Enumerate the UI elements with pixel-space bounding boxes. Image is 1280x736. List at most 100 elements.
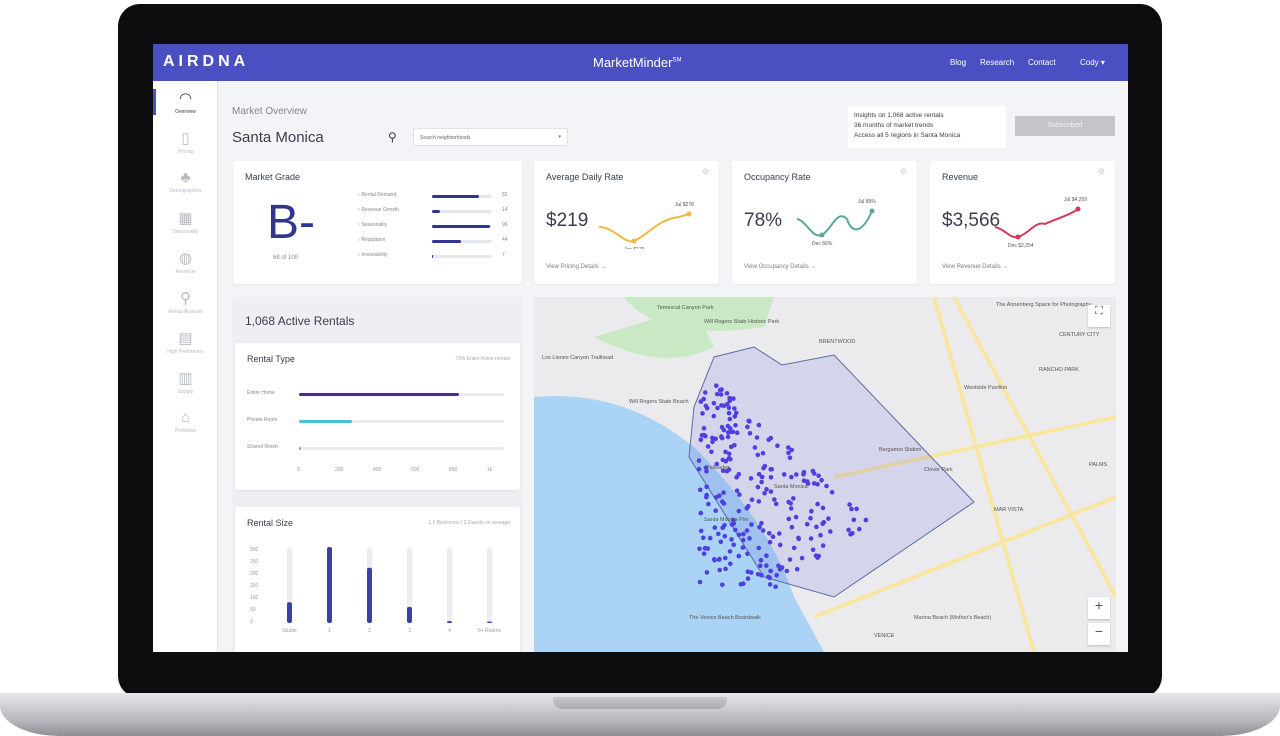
rental-dot[interactable]	[734, 488, 740, 493]
rental-dot[interactable]	[713, 508, 718, 513]
rental-dot[interactable]	[768, 475, 774, 480]
rental-dot[interactable]	[756, 545, 762, 551]
rental-dot[interactable]	[734, 410, 739, 416]
sidebar-item-revenue[interactable]: ◍ Revenue	[153, 249, 218, 275]
rental-dot[interactable]	[801, 478, 807, 483]
rental-dot[interactable]	[729, 537, 734, 542]
rental-dot[interactable]	[755, 572, 761, 577]
rental-dot[interactable]	[811, 481, 817, 486]
rental-dot[interactable]	[734, 430, 740, 435]
rental-dot[interactable]	[700, 411, 705, 416]
rental-dot[interactable]	[759, 520, 764, 526]
sidebar-item-rental-analysis[interactable]: ⚲ Rental Analysis	[153, 289, 218, 315]
rental-dot[interactable]	[851, 517, 857, 523]
nav-contact[interactable]: Contact	[1028, 58, 1056, 67]
rental-dot[interactable]	[703, 390, 708, 395]
rental-dot[interactable]	[717, 567, 722, 573]
rental-dot[interactable]	[770, 534, 776, 539]
rental-dot[interactable]	[758, 558, 764, 563]
rental-dot[interactable]	[720, 582, 725, 588]
rental-dot[interactable]	[810, 547, 816, 553]
rental-dot[interactable]	[791, 496, 796, 501]
rental-dot[interactable]	[714, 383, 719, 388]
rental-dot[interactable]	[768, 435, 774, 441]
rental-dot[interactable]	[721, 427, 727, 433]
rental-dot[interactable]	[710, 435, 715, 441]
rental-dot[interactable]	[767, 539, 773, 545]
rental-dot[interactable]	[731, 521, 737, 526]
rental-dot[interactable]	[726, 405, 732, 410]
rental-dot[interactable]	[698, 487, 703, 493]
rental-dot[interactable]	[698, 399, 704, 404]
rental-dot[interactable]	[777, 531, 782, 536]
rental-dot[interactable]	[726, 451, 732, 457]
logo[interactable]: AIRDNA	[163, 53, 250, 70]
rental-dot[interactable]	[716, 557, 722, 562]
rental-dot[interactable]	[810, 468, 816, 474]
rental-dot[interactable]	[722, 533, 728, 539]
rental-dot[interactable]	[849, 506, 854, 512]
rental-dot[interactable]	[732, 442, 737, 448]
rental-dot[interactable]	[760, 450, 766, 456]
rental-dot[interactable]	[788, 501, 793, 506]
rental-dot[interactable]	[749, 522, 754, 527]
rental-dot[interactable]	[791, 545, 797, 551]
search-icon[interactable]: ⚲	[388, 130, 397, 144]
rental-dot[interactable]	[718, 539, 724, 545]
user-menu[interactable]: Cody ▾	[1080, 58, 1105, 67]
settings-icon[interactable]: ⚙	[1097, 167, 1105, 176]
rental-dot[interactable]	[698, 437, 704, 443]
settings-icon[interactable]: ⚙	[899, 167, 907, 176]
rental-dot[interactable]	[740, 537, 746, 543]
rental-dot[interactable]	[760, 528, 766, 533]
rental-dot[interactable]	[764, 487, 769, 492]
rental-dot[interactable]	[719, 434, 724, 439]
rental-dot[interactable]	[726, 467, 732, 472]
rental-dot[interactable]	[711, 413, 717, 419]
rental-dot[interactable]	[789, 474, 794, 480]
sidebar-item-seasonality[interactable]: ▦ Seasonality	[153, 209, 218, 235]
sidebar-item-portfolios[interactable]: ⌂ Portfolios	[153, 409, 218, 434]
details-link[interactable]: View Occupancy Details →	[744, 264, 817, 270]
rental-dot[interactable]	[702, 545, 708, 551]
rental-dot[interactable]	[723, 566, 728, 572]
rental-dot[interactable]	[777, 542, 783, 548]
rental-dot[interactable]	[768, 467, 773, 472]
rental-dot[interactable]	[816, 553, 821, 559]
rental-dot[interactable]	[752, 445, 758, 450]
rental-dot[interactable]	[767, 575, 772, 581]
rental-dot[interactable]	[808, 536, 814, 541]
rental-dot[interactable]	[815, 501, 820, 507]
rental-dot[interactable]	[847, 502, 852, 507]
rental-dot[interactable]	[704, 494, 709, 500]
rental-dot[interactable]	[799, 555, 805, 561]
rental-dot[interactable]	[725, 423, 731, 429]
nav-blog[interactable]: Blog	[950, 58, 967, 67]
rental-dot[interactable]	[794, 472, 799, 477]
rental-dot[interactable]	[746, 418, 751, 424]
rental-dot[interactable]	[725, 401, 730, 407]
rental-dot[interactable]	[723, 449, 728, 455]
rental-dot[interactable]	[808, 515, 813, 521]
rental-dot[interactable]	[816, 473, 821, 479]
sidebar-item-demographics[interactable]: ♣ Demographics	[153, 169, 218, 194]
map-canvas[interactable]	[534, 297, 1116, 652]
rental-dot[interactable]	[704, 469, 709, 474]
zoom-in-button[interactable]: +	[1088, 597, 1110, 619]
rental-dot[interactable]	[720, 499, 725, 504]
rental-dot[interactable]	[826, 516, 831, 521]
rental-dot[interactable]	[745, 424, 750, 430]
rental-dot[interactable]	[820, 505, 826, 511]
rental-dot[interactable]	[736, 553, 742, 559]
rental-dot[interactable]	[703, 465, 709, 471]
rental-dot[interactable]	[724, 391, 730, 396]
rental-dot[interactable]	[772, 497, 777, 502]
rental-dot[interactable]	[854, 506, 859, 512]
rental-dot[interactable]	[732, 414, 738, 419]
rental-dot[interactable]	[713, 495, 719, 500]
rental-dot[interactable]	[775, 443, 780, 449]
rental-dot[interactable]	[788, 506, 794, 511]
rental-dot[interactable]	[745, 576, 751, 581]
rental-dot[interactable]	[818, 532, 823, 538]
rental-dot[interactable]	[732, 406, 737, 411]
